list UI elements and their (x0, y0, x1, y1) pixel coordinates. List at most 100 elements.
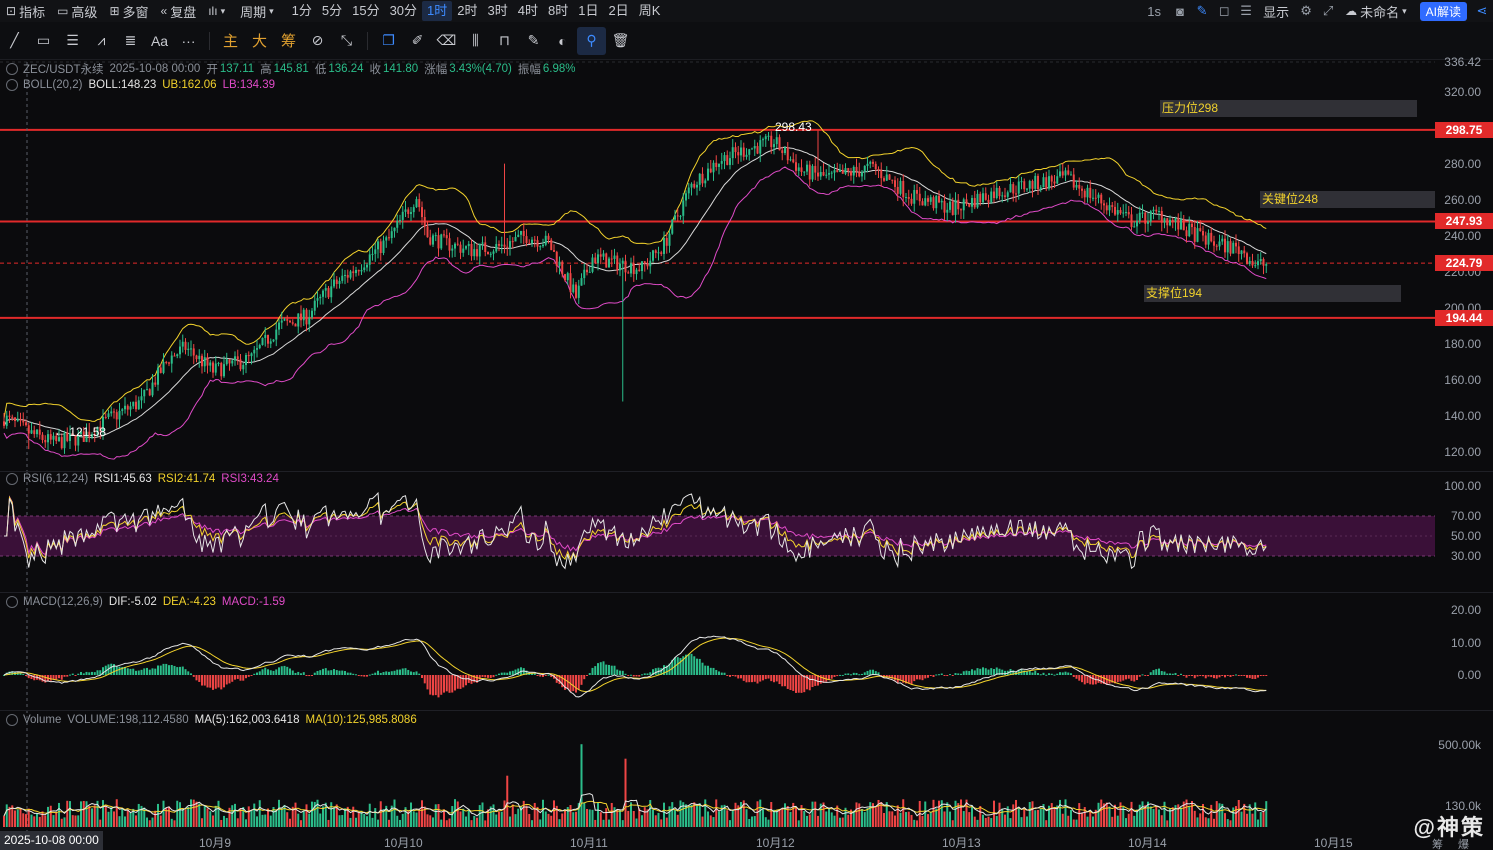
volume-bar (894, 815, 896, 827)
text-tool-icon[interactable]: Aa (150, 32, 169, 49)
note-icon[interactable]: ◻ (1218, 3, 1230, 18)
macd-histogram-bar (514, 669, 517, 675)
volume-bar (707, 811, 709, 827)
macd-histogram-bar (1116, 675, 1119, 683)
volume-name[interactable]: Volume (23, 714, 62, 726)
more-tools-icon[interactable]: ··· (181, 32, 196, 49)
volume-bar (88, 805, 91, 827)
macd-histogram-bar (1235, 674, 1237, 676)
price-tag[interactable]: 194.44 (1435, 309, 1493, 326)
edit-icon[interactable]: ✎ (527, 32, 540, 48)
visibility-toggle-icon[interactable] (6, 596, 18, 608)
period-button[interactable]: 周期 ▾ (234, 0, 283, 22)
main-force-button[interactable]: 主 (222, 33, 238, 50)
boll-name[interactable]: BOLL(20,2) (23, 79, 83, 91)
indicators-button[interactable]: ⊡ 指标 (0, 0, 51, 22)
list-icon[interactable]: ☰ (1240, 3, 1252, 18)
trendline-tool-icon[interactable]: ╱ (10, 32, 19, 48)
wave-tool-icon[interactable]: ⩘ (97, 32, 106, 48)
big-order-button[interactable]: 大 (251, 33, 267, 50)
candle-body (371, 253, 374, 255)
copy-icon[interactable]: ❐ (382, 32, 395, 48)
hide-icon[interactable]: ◐ (558, 32, 567, 49)
macd-histogram-bar (1004, 670, 1006, 675)
volume-bar (627, 810, 630, 827)
eraser-icon[interactable]: ⌫ (436, 32, 457, 48)
interval-9[interactable]: 1日 (578, 3, 599, 18)
volume-bar (624, 758, 627, 827)
macd-histogram-bar (1034, 670, 1037, 675)
visibility-toggle-icon[interactable] (6, 473, 18, 485)
volume-bar (616, 809, 619, 827)
camera-icon[interactable]: ◙ (1176, 3, 1185, 19)
interval-2[interactable]: 15分 (352, 3, 380, 18)
filter-icon[interactable]: ⚲ (577, 26, 606, 55)
advanced-button[interactable]: ▭ 高级 (51, 0, 103, 22)
macd-histogram-bar (511, 670, 514, 675)
volume-bar (858, 803, 861, 827)
multi-window-button[interactable]: ⊞ 多窗 (103, 0, 154, 22)
macd-histogram-bar (671, 659, 674, 675)
pane-divider[interactable] (0, 710, 1493, 711)
visibility-toggle-icon[interactable] (6, 79, 18, 91)
refresh-rate[interactable]: 1s (1147, 3, 1161, 19)
brush-icon[interactable]: ✐ (411, 32, 424, 48)
interval-4[interactable]: 1时 (422, 1, 453, 21)
fullscreen-icon[interactable]: ⤢ (1322, 3, 1334, 18)
interval-8[interactable]: 8时 (547, 3, 569, 18)
price-tag[interactable]: 224.79 (1435, 255, 1493, 272)
price-tag[interactable]: 298.75 (1435, 121, 1493, 138)
trash-icon[interactable]: 🗑 (611, 32, 630, 48)
support-zone-label[interactable]: 支撑位194 (1144, 285, 1401, 302)
key-level-zone-label[interactable]: 关键位248 (1260, 191, 1435, 208)
resistance-zone-label[interactable]: 压力位298 (1160, 100, 1417, 117)
interval-6[interactable]: 3时 (487, 3, 508, 18)
replay-button[interactable]: « 复盘 (155, 0, 203, 22)
candle-body (124, 405, 126, 410)
parallel-lines-tool-icon[interactable]: ☰ (66, 32, 79, 48)
volume-bar (264, 814, 267, 827)
interval-0[interactable]: 1分 (291, 3, 312, 18)
volume-value: VOLUME:198,112.4580 (67, 714, 189, 726)
macd-histogram-bar (1028, 670, 1031, 675)
chart-type-button[interactable]: ılı ▾ (202, 0, 234, 22)
visibility-toggle-icon[interactable] (6, 714, 18, 726)
pane-divider[interactable] (0, 592, 1493, 593)
visibility-toggle-icon[interactable] (6, 63, 18, 75)
macd-name[interactable]: MACD(12,26,9) (23, 596, 103, 608)
interval-1[interactable]: 5分 (321, 3, 343, 18)
layout-name-button[interactable]: ☁ 未命名 ▾ (1339, 0, 1416, 22)
measure-icon[interactable]: ⤡ (340, 32, 353, 48)
interval-3[interactable]: 30分 (389, 3, 418, 18)
compare-icon[interactable]: ⫼ (472, 32, 479, 48)
volume-bar (498, 811, 500, 827)
candle-body (1147, 221, 1149, 224)
interval-5[interactable]: 2时 (457, 3, 478, 18)
price-tag[interactable]: 247.93 (1435, 213, 1493, 230)
boll-upper-band (3, 120, 1267, 422)
magnet-icon[interactable]: ⊘ (311, 32, 324, 48)
pencil-icon[interactable]: ✎ (1196, 3, 1208, 18)
candle-body (324, 288, 327, 291)
share-icon[interactable]: ⋖ (1476, 3, 1488, 18)
chip-distribution-button[interactable]: 筹 (280, 33, 296, 50)
settings-gear-icon[interactable]: ⚙ (1300, 3, 1312, 18)
interval-7[interactable]: 4时 (517, 3, 538, 18)
lock-icon[interactable]: ⊓ (499, 32, 510, 48)
interval-11[interactable]: 周K (638, 3, 661, 18)
rsi-name[interactable]: RSI(6,12,24) (23, 473, 89, 485)
volume-bar (289, 818, 291, 827)
rectangle-tool-icon[interactable]: ▭ (36, 32, 51, 48)
pane-divider[interactable] (0, 471, 1493, 472)
ai-interpret-button[interactable]: AI解读 (1419, 1, 1467, 21)
candle-body (792, 159, 795, 163)
display-button[interactable]: 显示 (1257, 0, 1295, 22)
volume-bar (902, 799, 905, 827)
macd-histogram-bar (940, 673, 943, 675)
time-axis[interactable]: 2025-10-08 00:00 10月9 10月10 10月11 10月12 10月1… (0, 831, 1493, 850)
candle-body (1144, 212, 1147, 224)
fibonacci-tool-icon[interactable]: ≣ (124, 32, 137, 48)
volume-bar (885, 802, 888, 827)
interval-10[interactable]: 2日 (608, 3, 629, 18)
